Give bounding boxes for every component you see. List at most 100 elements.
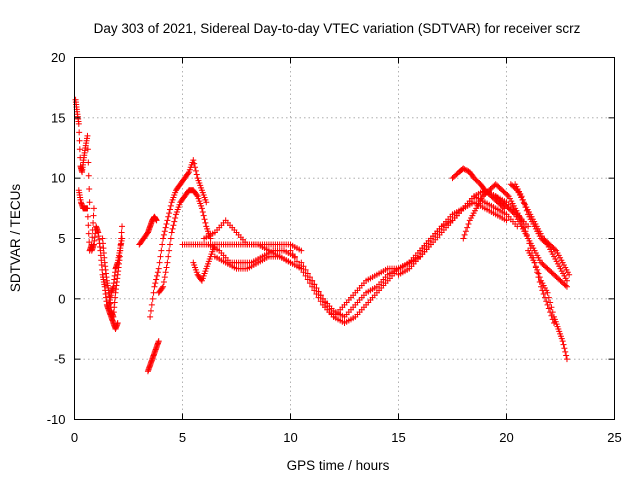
x-tick-label: 25	[607, 430, 621, 445]
data-point	[562, 282, 569, 289]
data-point	[75, 120, 82, 127]
data-point	[172, 214, 179, 221]
series-arc-n	[211, 253, 305, 272]
data-point	[200, 212, 207, 219]
data-point	[324, 303, 331, 310]
data-point	[163, 264, 170, 271]
data-point	[90, 219, 97, 226]
data-point	[563, 352, 570, 359]
data-point	[162, 224, 169, 231]
data-point	[532, 263, 539, 270]
data-point	[313, 284, 320, 291]
series-arc-a	[72, 96, 93, 206]
data-point	[152, 280, 159, 287]
data-point	[76, 137, 83, 144]
series-arc-w	[492, 193, 570, 290]
data-point	[518, 217, 525, 224]
data-point	[85, 172, 92, 179]
data-point	[326, 306, 333, 313]
data-point	[198, 205, 205, 212]
data-point	[536, 274, 543, 281]
data-point	[155, 265, 162, 272]
data-point	[300, 263, 307, 270]
data-point	[291, 254, 298, 261]
data-point	[171, 218, 178, 225]
data-point	[328, 310, 335, 317]
data-point	[560, 341, 567, 348]
data-point	[317, 292, 324, 299]
data-point	[156, 259, 163, 266]
data-point	[563, 356, 570, 363]
data-point	[193, 192, 200, 199]
data-point	[84, 205, 91, 212]
data-point	[165, 253, 172, 260]
data-point	[464, 167, 471, 174]
data-point	[549, 309, 556, 316]
data-point	[534, 266, 541, 273]
data-point	[545, 305, 552, 312]
data-point	[151, 283, 158, 290]
data-point	[203, 199, 210, 206]
data-point	[545, 294, 552, 301]
data-point	[155, 338, 162, 345]
data-point	[148, 301, 155, 308]
data-point	[147, 313, 154, 320]
data-point	[504, 192, 511, 199]
data-point	[153, 276, 160, 283]
data-point	[298, 259, 305, 266]
data-point	[522, 204, 529, 211]
data-point	[540, 291, 547, 298]
data-point	[315, 288, 322, 295]
series-arc-i	[155, 187, 214, 296]
data-point	[185, 170, 192, 177]
data-point	[559, 338, 566, 345]
data-point	[85, 230, 92, 237]
x-axis-title: GPS time / hours	[287, 458, 390, 473]
data-point	[169, 225, 176, 232]
data-point	[460, 165, 467, 172]
data-point	[159, 284, 166, 291]
data-points	[72, 96, 573, 375]
data-point	[166, 247, 173, 254]
data-point	[543, 240, 550, 247]
data-point	[84, 132, 91, 139]
data-point	[170, 222, 177, 229]
data-point	[85, 222, 92, 229]
series-arc-h	[147, 157, 210, 320]
data-point	[199, 208, 206, 215]
series-arc-q	[309, 241, 434, 326]
data-point	[191, 160, 198, 167]
data-point	[90, 205, 97, 212]
data-point	[162, 269, 169, 276]
data-point	[157, 253, 164, 260]
y-tick-label: -10	[47, 412, 66, 427]
data-point	[518, 193, 525, 200]
data-point	[85, 159, 92, 166]
data-point	[563, 283, 570, 290]
x-tick-label: 15	[391, 430, 405, 445]
data-point	[160, 235, 167, 242]
x-tick-label: 10	[283, 430, 297, 445]
y-tick-label: 0	[58, 291, 65, 306]
y-tick-label: 10	[51, 171, 65, 186]
data-point	[531, 259, 538, 266]
data-point	[548, 304, 555, 311]
data-point	[563, 277, 570, 284]
data-point	[464, 224, 471, 231]
data-point	[118, 229, 125, 236]
series-arc-x	[507, 181, 573, 278]
data-point	[311, 281, 318, 288]
data-point	[202, 219, 209, 226]
data-point	[86, 199, 93, 206]
data-point	[154, 269, 161, 276]
data-point	[519, 196, 526, 203]
data-point	[462, 166, 469, 173]
data-point	[566, 271, 573, 278]
data-point	[192, 167, 199, 174]
y-tick-label: 15	[51, 110, 65, 125]
data-point	[306, 274, 313, 281]
series-arc-u	[449, 165, 508, 212]
series-arc-z	[525, 247, 570, 363]
series-arc-m	[205, 241, 298, 266]
data-point	[287, 247, 294, 254]
